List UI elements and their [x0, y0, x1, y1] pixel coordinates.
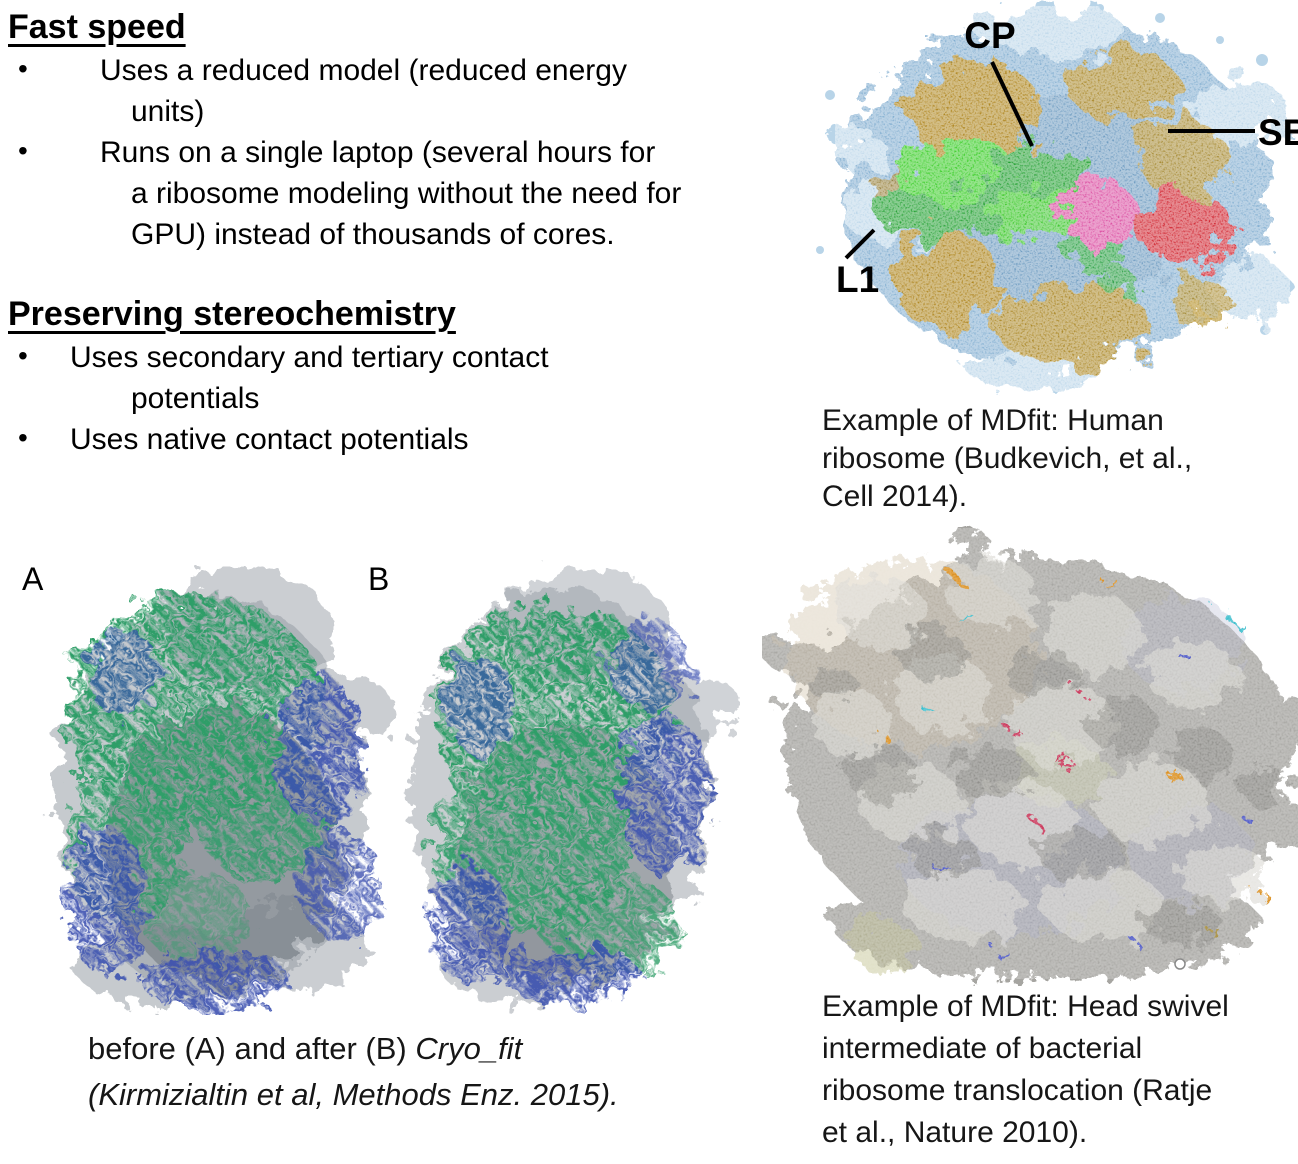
caption-line: Example of MDfit: Human — [822, 404, 1164, 437]
bullet-item: • Runs on a single laptop (several hours … — [8, 132, 783, 173]
small-circle-artifact — [1174, 958, 1186, 970]
caption-line: intermediate of bacterial — [822, 1032, 1143, 1065]
bullet-item-continuation: potentials — [8, 378, 783, 419]
panel-a-structure — [55, 570, 395, 1010]
l1-pointer-line — [844, 228, 876, 260]
bullet-text: Uses secondary and tertiary contact — [70, 341, 549, 374]
heading-preserving-stereochemistry-text: Preserving stereochemistry — [8, 295, 456, 333]
heading-fast-speed: Fast speed — [8, 4, 783, 50]
bullet-text: Runs on a single laptop (several hours f… — [100, 136, 656, 169]
bullet-item-continuation: GPU) instead of thousands of cores. — [8, 214, 783, 255]
bullet-text: Uses native contact potentials — [70, 423, 469, 456]
label-cp: CP — [964, 15, 1015, 56]
ribosome-annotations: CP SB L1 — [836, 15, 1298, 300]
text-column: Fast speed • Uses a reduced model (reduce… — [8, 4, 783, 460]
bullet-item: • Uses native contact potentials — [8, 419, 783, 460]
bullet-text: units) — [131, 95, 205, 128]
cp-pointer-line — [990, 61, 1034, 147]
caption-line-italic: (Kirmizialtin et al, Methods Enz. 2015). — [88, 1077, 619, 1112]
bullet-marker: • — [18, 135, 28, 166]
bullet-item-continuation: units) — [8, 91, 783, 132]
bullet-item-continuation: a ribosome modeling without the need for — [8, 173, 783, 214]
bullet-marker: • — [18, 53, 28, 84]
caption-human-ribosome: Example of MDfit: Human ribosome (Budkev… — [822, 402, 1262, 516]
caption-cryo-fit: before (A) and after (B) Cryo_fit (Kirmi… — [88, 1026, 698, 1118]
caption-line: Cell 2014). — [822, 480, 968, 513]
caption-text-italic: Cryo_fit — [415, 1031, 523, 1066]
bullet-item: • Uses a reduced model (reduced energy — [8, 50, 783, 91]
caption-line: et al., Nature 2010). — [822, 1116, 1088, 1149]
figure-human-ribosome: CP SB L1 — [800, 0, 1298, 396]
panel-b-structure — [410, 570, 740, 1003]
cryo-fit-image: A B — [22, 561, 740, 1010]
label-panel-a: A — [22, 561, 44, 597]
bullet-item: • Uses secondary and tertiary contact — [8, 337, 783, 378]
figure-cryo-fit-panels: A B — [10, 545, 740, 1015]
label-l1: L1 — [836, 259, 879, 300]
caption-line: ribosome translocation (Ratje — [822, 1074, 1213, 1107]
surface-texture-overlay — [762, 528, 1298, 979]
caption-text-normal: before (A) and after (B) — [88, 1031, 416, 1066]
bullet-text: a ribosome modeling without the need for — [131, 177, 682, 210]
ribosome-mesh-image: CP SB L1 — [816, 4, 1298, 392]
caption-head-swivel: Example of MDfit: Head swivel intermedia… — [822, 986, 1298, 1154]
caption-line: ribosome (Budkevich, et al., — [822, 442, 1193, 475]
bullet-text: potentials — [131, 382, 260, 415]
bullet-marker: • — [18, 340, 28, 371]
heading-fast-speed-text: Fast speed — [8, 8, 186, 46]
label-panel-b: B — [368, 561, 389, 597]
label-sb: SB — [1258, 112, 1298, 153]
caption-line: Example of MDfit: Head swivel — [822, 990, 1229, 1023]
caption-line: before (A) and after (B) Cryo_fit — [88, 1026, 698, 1072]
bullet-text: GPU) instead of thousands of cores. — [131, 218, 615, 251]
mesh-texture-overlay — [835, 6, 1290, 392]
heading-preserving-stereochemistry: Preserving stereochemistry — [8, 291, 783, 337]
figure-head-swivel — [762, 524, 1298, 986]
bullet-text: Uses a reduced model (reduced energy — [100, 54, 627, 87]
head-swivel-image — [762, 528, 1298, 979]
bullet-marker: • — [18, 422, 28, 453]
